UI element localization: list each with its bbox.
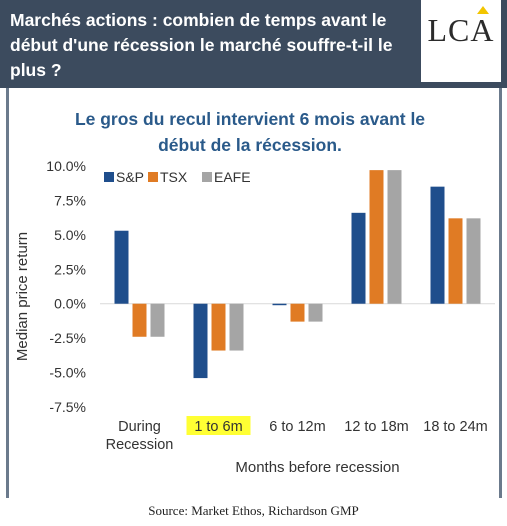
x-tick-label: 6 to 12m bbox=[269, 419, 325, 435]
bar-sp bbox=[193, 303, 208, 379]
bar-eafe bbox=[150, 303, 165, 337]
legend-swatch bbox=[148, 172, 158, 182]
x-tick-label: 1 to 6m bbox=[194, 419, 242, 435]
bar-sp bbox=[114, 230, 129, 304]
bar-tsx bbox=[290, 303, 305, 322]
bar-tsx bbox=[132, 303, 147, 337]
bar-eafe bbox=[387, 170, 402, 304]
header-banner: Marchés actions : combien de temps avant… bbox=[0, 0, 507, 88]
bar-eafe bbox=[308, 303, 323, 322]
y-tick-label: -7.5% bbox=[49, 399, 86, 415]
y-tick-label: 2.5% bbox=[54, 261, 86, 277]
bar-sp bbox=[430, 186, 445, 304]
legend-label: EAFE bbox=[214, 169, 251, 185]
bar-eafe bbox=[466, 218, 481, 304]
legend-label: S&P bbox=[116, 169, 144, 185]
source-note: Source: Market Ethos, Richardson GMP bbox=[148, 503, 359, 518]
chart-frame bbox=[6, 88, 502, 498]
y-tick-label: -5.0% bbox=[49, 365, 86, 381]
legend-label: TSX bbox=[160, 169, 188, 185]
legend-swatch bbox=[104, 172, 114, 182]
y-axis-label: Median price return bbox=[14, 232, 31, 361]
lca-logo: LCA bbox=[421, 0, 501, 82]
y-tick-label: 0.0% bbox=[54, 296, 86, 312]
category-highlight bbox=[186, 416, 251, 435]
x-tick-label: Recession bbox=[106, 437, 174, 453]
page-title: Marchés actions : combien de temps avant… bbox=[10, 10, 393, 80]
bar-tsx bbox=[211, 303, 226, 351]
y-tick-label: 7.5% bbox=[54, 192, 86, 208]
bar-tsx bbox=[369, 170, 384, 304]
x-tick-label: 18 to 24m bbox=[423, 419, 488, 435]
bar-sp bbox=[351, 212, 366, 304]
bar-sp bbox=[272, 303, 287, 306]
y-tick-label: 10.0% bbox=[46, 158, 86, 174]
y-tick-label: 5.0% bbox=[54, 227, 86, 243]
logo-text: LCA bbox=[427, 12, 495, 48]
bar-eafe bbox=[229, 303, 244, 351]
bar-tsx bbox=[448, 218, 463, 304]
x-tick-label: During bbox=[118, 419, 161, 435]
x-tick-label: 12 to 18m bbox=[344, 419, 409, 435]
y-tick-label: -2.5% bbox=[49, 330, 86, 346]
logo-accent-icon bbox=[477, 6, 489, 14]
legend-swatch bbox=[202, 172, 212, 182]
chart-title: Le gros du recul intervient 6 mois avant… bbox=[74, 109, 426, 155]
x-axis-label: Months before recession bbox=[235, 459, 399, 476]
